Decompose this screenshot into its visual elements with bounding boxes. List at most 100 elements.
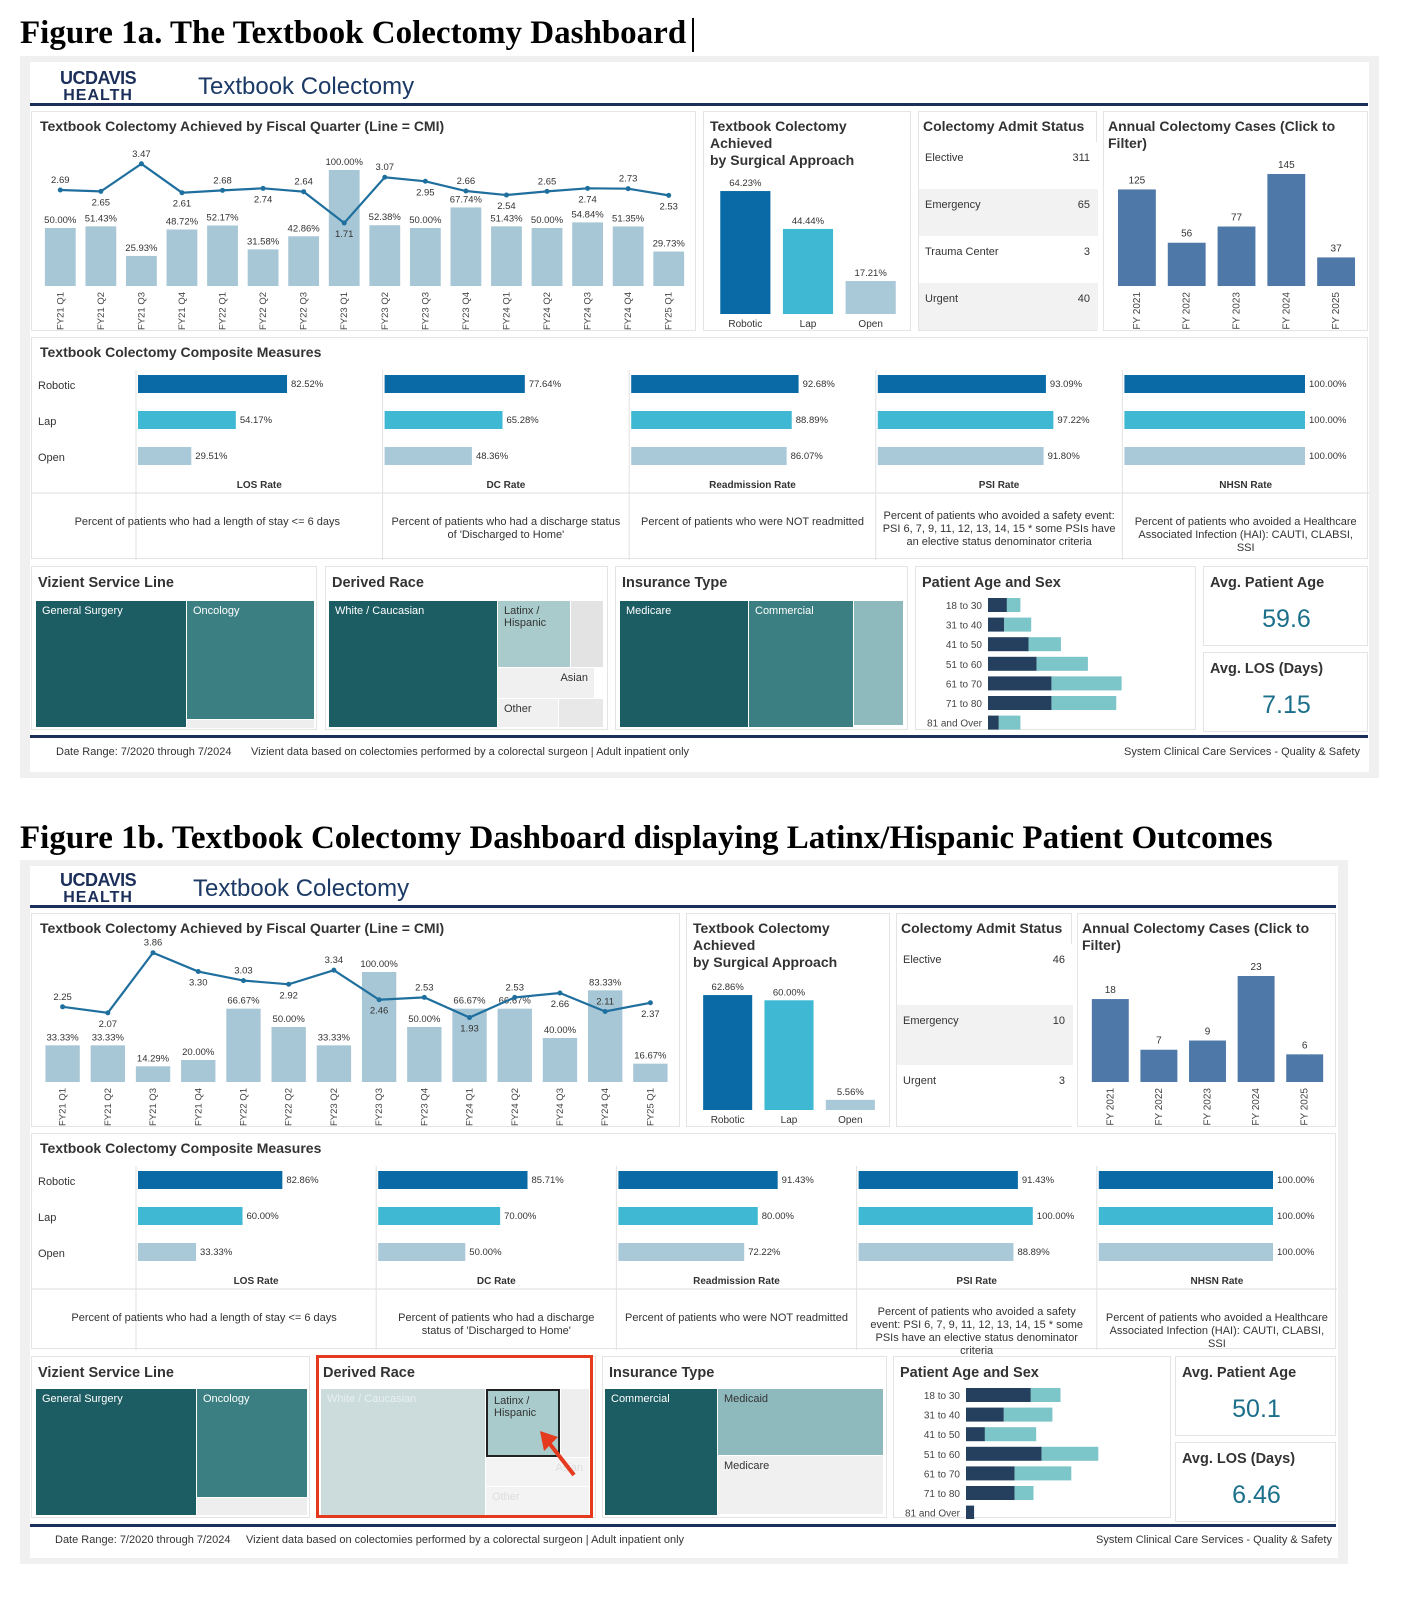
annual-bar (1286, 1054, 1324, 1082)
approach-tick-label: Open (838, 1115, 862, 1126)
quarter-bar (369, 225, 401, 286)
treemap-medicare[interactable]: Medicare (620, 601, 748, 727)
quarter-bar-label: 14.29% (137, 1053, 170, 1064)
composite-bar (1124, 411, 1305, 429)
admit-value: 3 (1083, 246, 1090, 258)
composite-description: Percent of patients who avoided a Health… (1105, 1312, 1328, 1350)
approach-chart[interactable]: 64.23% Robotic 44.44% Lap 17.21% Open (704, 112, 912, 332)
cmi-line (62, 951, 651, 1019)
age-bar-light (1051, 696, 1117, 710)
composite-measure-name: PSI Rate (956, 1276, 997, 1287)
treemap-oncology[interactable]: Oncology (187, 601, 314, 719)
annual-tick-label: FY 2021 (1105, 1088, 1116, 1126)
admit-row[interactable]: Emergency 65 (919, 189, 1098, 236)
cmi-label: 2.65 (538, 176, 557, 187)
treemap-medicare[interactable]: Medicare (718, 1456, 883, 1514)
annual-chart[interactable]: 18 FY 2021 7 FY 2022 9 FY 2023 23 FY 2024 6 FY 20… (1078, 914, 1337, 1128)
quarter-bar-label: 25.93% (125, 243, 158, 254)
admit-table: Elective 46 Emergency 10 Urgent 3 (897, 944, 1073, 1126)
treemap-commercial[interactable]: Commercial (749, 601, 853, 727)
treemap-medicaid[interactable]: Medicaid (718, 1389, 883, 1455)
quarter-bar-label: 51.43% (85, 213, 118, 224)
age-group-label: 71 to 80 (946, 699, 983, 710)
composite-bar-label: 100.00% (1277, 1211, 1315, 1222)
composite-measure-name: NHSN Rate (1191, 1276, 1244, 1287)
cmi-label: 3.30 (189, 978, 208, 989)
admit-row[interactable]: Emergency 10 (897, 1004, 1073, 1066)
quarter-bar-label: 42.86% (288, 223, 321, 234)
approach-panel: Textbook Colectomy Achieved by Surgical A… (703, 111, 911, 331)
admit-row[interactable]: Elective 311 (919, 142, 1098, 189)
composite-bar-label: 100.00% (1037, 1211, 1075, 1222)
treemap-latinx[interactable]: Latinx / Hispanic (498, 601, 570, 667)
treemap-medicaid-cell[interactable] (854, 601, 903, 725)
admit-row[interactable]: Urgent 40 (919, 283, 1098, 330)
treemap-white[interactable]: White / Caucasian (321, 1389, 485, 1515)
treemap-general-surgery[interactable]: General Surgery (36, 601, 186, 727)
quarter-bar (166, 229, 198, 286)
composite-description: Percent of patients who were NOT readmit… (625, 1312, 848, 1324)
approach-chart[interactable]: 62.86% Robotic 60.00% Lap 5.56% Open (687, 914, 891, 1128)
age-bar-light (1006, 598, 1021, 612)
annual-bar (1167, 242, 1206, 286)
age-sex-chart[interactable]: 18 to 30 31 to 40 41 to 50 51 to 60 61 to 70… (894, 1357, 1172, 1519)
ucdavis-health-logo[interactable]: UCDAVIS HEALTH (60, 870, 137, 906)
avg-los-value: 7.15 (1262, 691, 1311, 719)
figure-a-caption: Figure 1a. The Textbook Colectomy Dashbo… (20, 15, 695, 53)
cmi-point (240, 978, 246, 984)
composite-bar-label: 85.71% (532, 1175, 565, 1186)
quarter-bar (531, 228, 563, 286)
composite-chart[interactable]: Robotic Lap Open 82.52% 54.17% 29.51% LOS Rate… (32, 338, 1369, 560)
avg-age-value: 50.1 (1232, 1395, 1281, 1423)
approach-bar-label: 64.23% (729, 178, 762, 189)
treemap-oncology[interactable]: Oncology (197, 1389, 307, 1497)
admit-panel-title: Colectomy Admit Status (923, 118, 1085, 134)
treemap-asian[interactable]: Asian (498, 668, 594, 698)
ucdavis-health-logo[interactable]: UCDAVIS HEALTH (60, 68, 137, 104)
age-sex-chart[interactable]: 18 to 30 31 to 40 41 to 50 51 to 60 61 to 70… (916, 567, 1197, 731)
annual-bar-label: 23 (1251, 962, 1263, 973)
composite-bar-label: 65.28% (506, 415, 539, 426)
age-bar-dark (988, 696, 1052, 710)
composite-description: Percent of patients who had a length of … (74, 516, 340, 528)
age-sex-title: Patient Age and Sex (900, 1365, 1039, 1381)
cmi-label: 2.64 (294, 177, 313, 188)
quarter-tick-label: FY23 Q2 (380, 292, 391, 330)
figure-b-caption: Figure 1b. Textbook Colectomy Dashboard … (20, 820, 1273, 856)
age-group-label: 31 to 40 (946, 621, 983, 632)
treemap-latinx-selected[interactable]: Latinx / Hispanic (486, 1389, 560, 1457)
quarter-tick-label: FY24 Q3 (583, 292, 594, 330)
composite-bar (1098, 1207, 1273, 1225)
treemap-other[interactable]: Other (486, 1487, 589, 1515)
quarter-tick-label: FY23 Q3 (374, 1088, 385, 1126)
age-bar-light (998, 715, 1021, 730)
annual-bar-label: 6 (1302, 1040, 1308, 1051)
composite-bar-label: 91.43% (1022, 1175, 1055, 1186)
composite-bar (378, 1207, 501, 1225)
cmi-label: 2.66 (457, 176, 476, 187)
cmi-point (57, 187, 63, 193)
treemap-general-surgery[interactable]: General Surgery (36, 1389, 196, 1515)
treemap-commercial[interactable]: Commercial (605, 1389, 717, 1515)
composite-description: Percent of patients who avoided a safety… (882, 510, 1116, 548)
footer-note: Vizient data based on colectomies perfor… (246, 1534, 685, 1546)
annual-chart[interactable]: 125 FY 2021 56 FY 2022 77 FY 2023 145 FY 2024 37… (1104, 112, 1369, 332)
cmi-label: 2.68 (213, 175, 232, 186)
admit-row[interactable]: Urgent 3 (897, 1065, 1073, 1126)
treemap-white[interactable]: White / Caucasian (329, 601, 497, 727)
annual-panel-title: Annual Colectomy Cases (Click to Filter) (1082, 920, 1310, 953)
service-line-panel: Vizient Service Line General Surgery Onc… (31, 1356, 310, 1518)
admit-row[interactable]: Elective 46 (897, 944, 1073, 1005)
composite-bar-label: 82.52% (291, 379, 324, 390)
quarter-tick-label: FY22 Q1 (218, 292, 229, 330)
admit-value: 46 (1052, 954, 1065, 966)
quarter-chart[interactable]: 50.00% FY21 Q1 51.43% FY21 Q2 25.93% FY21 Q3 4… (32, 112, 697, 332)
quarter-bar (497, 1008, 532, 1082)
footer-date-range: Date Range: 7/2020 through 7/2024 (56, 746, 232, 758)
quarter-bar-label: 51.43% (490, 213, 523, 224)
admit-row[interactable]: Trauma Center 3 (919, 236, 1098, 283)
quarter-bar (612, 226, 644, 286)
composite-chart[interactable]: Robotic Lap Open 82.86% 60.00% 33.33% LOS Rate… (32, 1134, 1337, 1350)
quarter-chart[interactable]: 33.33% FY21 Q1 33.33% FY21 Q2 14.29% FY21 Q3 2… (32, 914, 681, 1128)
treemap-other[interactable]: Other (498, 699, 558, 727)
